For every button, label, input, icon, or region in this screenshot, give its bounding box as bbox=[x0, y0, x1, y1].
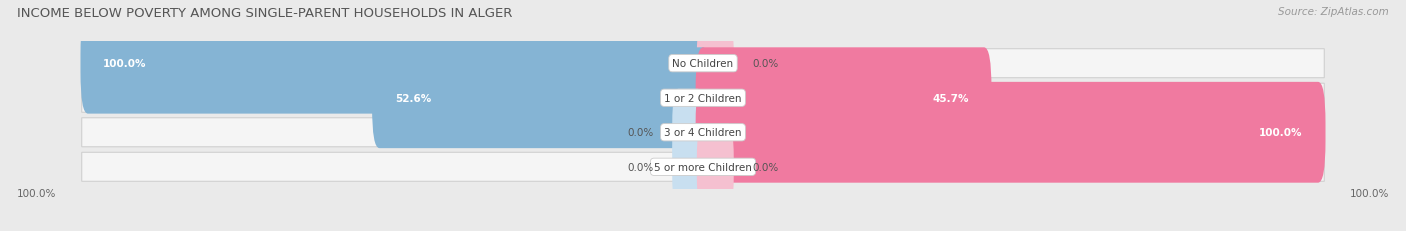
Text: 100.0%: 100.0% bbox=[103, 59, 146, 69]
Text: 100.0%: 100.0% bbox=[17, 188, 56, 198]
Text: 100.0%: 100.0% bbox=[1260, 128, 1303, 138]
Text: Source: ZipAtlas.com: Source: ZipAtlas.com bbox=[1278, 7, 1389, 17]
Text: 1 or 2 Children: 1 or 2 Children bbox=[664, 93, 742, 103]
Text: INCOME BELOW POVERTY AMONG SINGLE-PARENT HOUSEHOLDS IN ALGER: INCOME BELOW POVERTY AMONG SINGLE-PARENT… bbox=[17, 7, 512, 20]
Text: 52.6%: 52.6% bbox=[395, 93, 432, 103]
Text: 45.7%: 45.7% bbox=[932, 93, 969, 103]
Text: 0.0%: 0.0% bbox=[752, 59, 779, 69]
FancyBboxPatch shape bbox=[697, 124, 734, 210]
FancyBboxPatch shape bbox=[82, 84, 1324, 113]
Text: 5 or more Children: 5 or more Children bbox=[654, 162, 752, 172]
Text: No Children: No Children bbox=[672, 59, 734, 69]
Text: 3 or 4 Children: 3 or 4 Children bbox=[664, 128, 742, 138]
Text: 0.0%: 0.0% bbox=[627, 128, 654, 138]
Text: 0.0%: 0.0% bbox=[627, 162, 654, 172]
FancyBboxPatch shape bbox=[696, 48, 991, 149]
FancyBboxPatch shape bbox=[672, 124, 709, 210]
FancyBboxPatch shape bbox=[80, 14, 710, 114]
FancyBboxPatch shape bbox=[373, 48, 710, 149]
FancyBboxPatch shape bbox=[696, 82, 1326, 183]
FancyBboxPatch shape bbox=[697, 21, 734, 107]
FancyBboxPatch shape bbox=[82, 153, 1324, 182]
Text: 0.0%: 0.0% bbox=[752, 162, 779, 172]
Text: 100.0%: 100.0% bbox=[1350, 188, 1389, 198]
FancyBboxPatch shape bbox=[82, 49, 1324, 78]
FancyBboxPatch shape bbox=[672, 89, 709, 176]
FancyBboxPatch shape bbox=[82, 118, 1324, 147]
